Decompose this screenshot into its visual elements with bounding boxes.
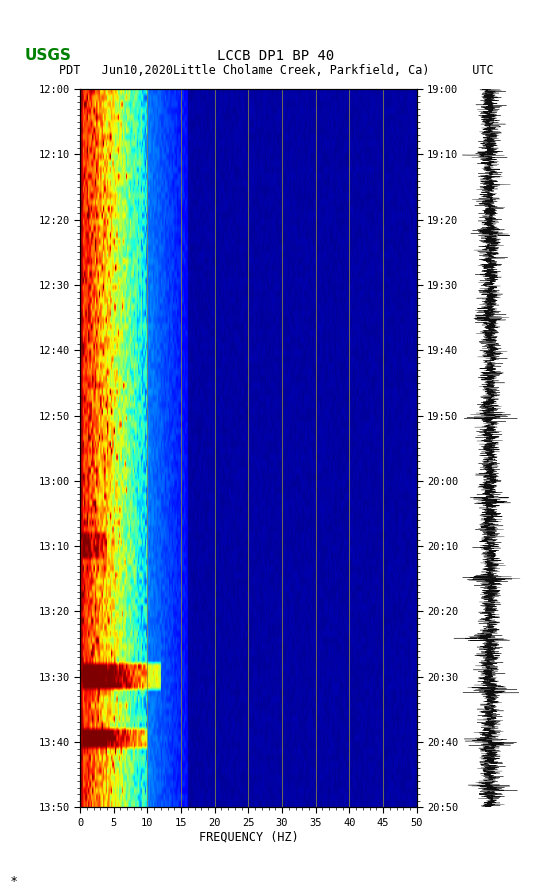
Text: PDT   Jun10,2020Little Cholame Creek, Parkfield, Ca)      UTC: PDT Jun10,2020Little Cholame Creek, Park… <box>59 64 493 78</box>
Text: *: * <box>11 874 17 888</box>
Text: LCCB DP1 BP 40: LCCB DP1 BP 40 <box>217 49 335 63</box>
Text: USGS: USGS <box>25 48 72 63</box>
X-axis label: FREQUENCY (HZ): FREQUENCY (HZ) <box>199 830 298 844</box>
